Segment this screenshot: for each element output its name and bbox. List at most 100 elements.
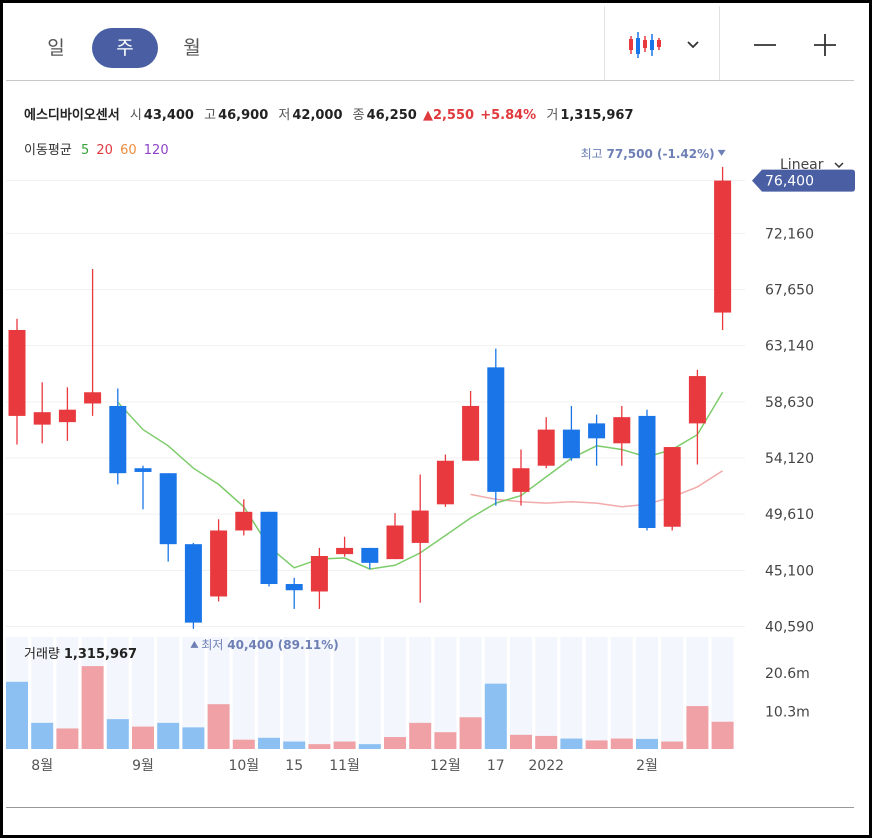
- x-tick-label: 12월: [430, 758, 461, 774]
- y-tick-label: 72,160: [765, 226, 814, 242]
- volume-bar: [510, 734, 532, 749]
- candle-body: [84, 392, 102, 404]
- y-tick-label: 58,630: [765, 395, 814, 411]
- volume-column-bg: [283, 637, 306, 749]
- volume-bar: [6, 681, 28, 749]
- current-price-label: 76,400: [765, 174, 814, 190]
- volume-bar: [661, 741, 684, 749]
- volume-column-bg: [308, 637, 331, 749]
- volume-bar: [56, 728, 79, 749]
- x-tick-label: 9월: [132, 758, 154, 774]
- volume-bar: [182, 727, 205, 749]
- candle-body: [411, 510, 429, 543]
- y-tick-label: 40,590: [765, 619, 814, 635]
- moving-average-legend: 이동평균 5 20 60 120: [24, 139, 169, 158]
- volume-panel-title: 거래량: [24, 647, 60, 662]
- y-tick-label: 67,650: [765, 283, 814, 299]
- candle-body: [235, 511, 253, 531]
- candle-body: [361, 547, 379, 563]
- close-label: 종: [352, 108, 365, 123]
- candle-body: [386, 525, 404, 560]
- bottom-divider: [6, 807, 854, 808]
- top-toolbar: 일 주 월: [6, 6, 854, 81]
- volume-bar: [535, 735, 558, 749]
- low-annotation: 최저 40,400 (89.11%): [201, 638, 338, 652]
- volume-label-short: 거: [546, 108, 559, 123]
- volume-bar: [31, 722, 54, 749]
- tab-week[interactable]: 주: [92, 28, 158, 68]
- ma20-line: [470, 470, 724, 508]
- candle-body: [336, 547, 354, 555]
- volume-column-bg: [661, 637, 684, 749]
- volume-bar: [686, 706, 709, 749]
- volume-bar: [610, 738, 633, 749]
- volume-bar: [585, 740, 608, 749]
- candlestick-icon[interactable]: [627, 30, 661, 60]
- x-tick-label: 15: [285, 758, 303, 774]
- volume-bar: [207, 704, 230, 749]
- chevron-down-icon: [834, 162, 844, 169]
- volume-column-bg: [711, 637, 734, 749]
- chart-type-selector[interactable]: [604, 6, 720, 80]
- x-tick-label: 10월: [228, 758, 259, 774]
- volume-bar: [157, 722, 180, 749]
- x-tick-label: 8월: [31, 758, 53, 774]
- volume-bar: [308, 744, 331, 749]
- x-tick-label: 2월: [636, 758, 658, 774]
- volume-column-bg: [636, 637, 658, 749]
- candle-body: [58, 409, 76, 423]
- low-value: 42,000: [292, 108, 343, 123]
- volume-bar: [232, 739, 255, 749]
- ma-5[interactable]: 5: [80, 143, 90, 158]
- volume-bar: [81, 666, 104, 749]
- volume-column-bg: [56, 637, 79, 749]
- x-tick-label: 17: [487, 758, 505, 774]
- ma-legend-label: 이동평균: [24, 143, 72, 158]
- y-tick-label: 54,120: [765, 451, 814, 467]
- candle-body: [285, 584, 303, 591]
- candle-body: [688, 376, 706, 424]
- candle-body: [613, 417, 631, 444]
- ma-120[interactable]: 120: [143, 143, 169, 158]
- ma-20[interactable]: 20: [96, 143, 113, 158]
- volume-column-bg: [535, 637, 558, 749]
- volume-tick-label: 10.3m: [765, 705, 810, 721]
- volume-column-bg: [232, 637, 255, 749]
- open-label: 시: [129, 108, 142, 123]
- volume-column-bg: [384, 637, 406, 749]
- minus-icon[interactable]: [750, 30, 780, 60]
- low-label: 저: [278, 108, 291, 123]
- high-value: 46,900: [218, 108, 269, 123]
- volume-column-bg: [258, 637, 280, 749]
- volume-bar: [333, 741, 356, 749]
- change-value: ▲2,550: [422, 108, 475, 123]
- candle-body: [714, 180, 732, 313]
- tab-month[interactable]: 월: [183, 37, 201, 59]
- candle-body: [33, 412, 51, 425]
- down-triangle-icon: [717, 149, 726, 156]
- chevron-down-icon[interactable]: [681, 32, 705, 56]
- x-tick-label: 11월: [329, 758, 360, 774]
- candle-body: [109, 405, 127, 474]
- ma-60[interactable]: 60: [120, 143, 137, 158]
- current-price-tag: [752, 169, 855, 192]
- candle-body: [462, 405, 480, 461]
- scale-label: Linear: [780, 157, 824, 173]
- tab-day[interactable]: 일: [47, 37, 65, 59]
- volume-bar: [409, 722, 432, 749]
- candle-body: [487, 367, 505, 492]
- volume-column-bg: [333, 637, 356, 749]
- scale-select[interactable]: Linear: [780, 157, 846, 173]
- plus-icon[interactable]: [810, 30, 840, 60]
- candle-body: [436, 460, 454, 505]
- high-annotation: 최고 77,500 (-1.42%): [581, 147, 715, 161]
- candle-body: [184, 544, 202, 623]
- volume-column-bg: [560, 637, 583, 749]
- candle-body: [134, 468, 152, 472]
- volume-bar: [106, 719, 129, 749]
- price-summary: 에스디바이오센서 시 43,400 고 46,900 저 42,000 종 46,250…: [24, 104, 634, 123]
- volume-column-bg: [358, 637, 381, 749]
- candle-body: [260, 511, 278, 585]
- open-value: 43,400: [143, 108, 194, 123]
